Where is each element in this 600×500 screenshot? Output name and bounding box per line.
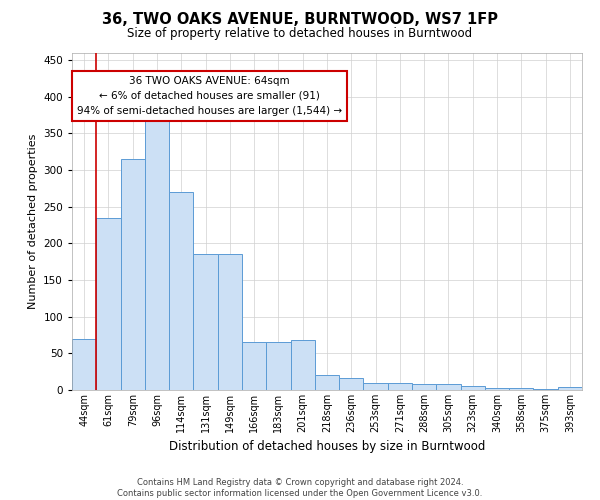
Bar <box>339 378 364 390</box>
Bar <box>461 386 485 390</box>
Bar <box>72 338 96 390</box>
Bar <box>485 388 509 390</box>
Bar <box>509 388 533 390</box>
Bar <box>558 387 582 390</box>
Bar <box>96 218 121 390</box>
Bar <box>436 384 461 390</box>
Bar <box>242 342 266 390</box>
Text: 36 TWO OAKS AVENUE: 64sqm
← 6% of detached houses are smaller (91)
94% of semi-d: 36 TWO OAKS AVENUE: 64sqm ← 6% of detach… <box>77 76 342 116</box>
Text: 36, TWO OAKS AVENUE, BURNTWOOD, WS7 1FP: 36, TWO OAKS AVENUE, BURNTWOOD, WS7 1FP <box>102 12 498 28</box>
Bar <box>364 382 388 390</box>
Bar <box>412 384 436 390</box>
Bar <box>169 192 193 390</box>
Y-axis label: Number of detached properties: Number of detached properties <box>28 134 38 309</box>
Bar <box>533 388 558 390</box>
Bar <box>193 254 218 390</box>
Bar <box>218 254 242 390</box>
Bar <box>121 159 145 390</box>
Bar <box>266 342 290 390</box>
Bar <box>290 340 315 390</box>
Text: Size of property relative to detached houses in Burntwood: Size of property relative to detached ho… <box>127 28 473 40</box>
X-axis label: Distribution of detached houses by size in Burntwood: Distribution of detached houses by size … <box>169 440 485 454</box>
Bar <box>315 376 339 390</box>
Text: Contains HM Land Registry data © Crown copyright and database right 2024.
Contai: Contains HM Land Registry data © Crown c… <box>118 478 482 498</box>
Bar <box>388 382 412 390</box>
Bar <box>145 118 169 390</box>
